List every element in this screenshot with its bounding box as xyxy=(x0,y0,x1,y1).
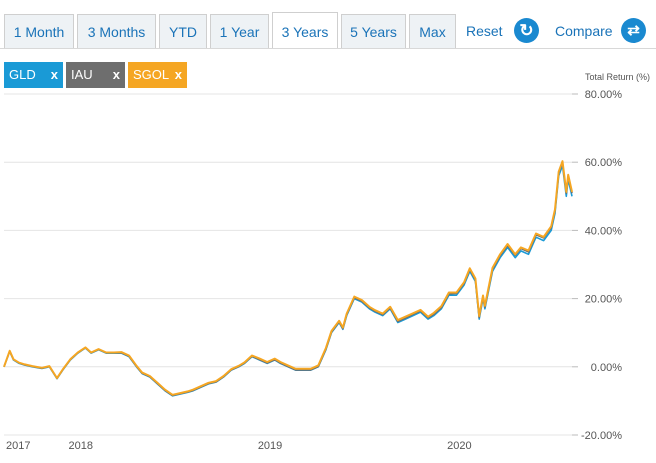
legend-chip-label: IAU xyxy=(71,67,93,82)
y-tick-label: 40.00% xyxy=(585,225,623,237)
legend-chip-gld: GLD x xyxy=(4,62,63,88)
remove-sgol-icon[interactable]: x xyxy=(174,67,182,82)
tab-max[interactable]: Max xyxy=(409,14,456,48)
tab-1-month[interactable]: 1 Month xyxy=(4,14,74,48)
legend-chip-iau: IAU x xyxy=(66,62,125,88)
y-tick-label: 80.00% xyxy=(585,89,623,101)
tab-ytd[interactable]: YTD xyxy=(159,14,207,48)
remove-iau-icon[interactable]: x xyxy=(112,67,120,82)
legend-chip-label: SGOL xyxy=(133,67,170,82)
x-tick-label: 2017 xyxy=(6,440,30,452)
x-tick-label: 2018 xyxy=(68,440,92,452)
tab-3-months[interactable]: 3 Months xyxy=(77,14,156,48)
tab-1-year[interactable]: 1 Year xyxy=(210,14,269,48)
y-tick-label: -20.00% xyxy=(581,430,622,442)
remove-gld-icon[interactable]: x xyxy=(50,67,58,82)
x-tick-label: 2019 xyxy=(258,440,282,452)
y-tick-label: 60.00% xyxy=(585,157,623,169)
x-tick-label: 2020 xyxy=(447,440,471,452)
tabs-underline xyxy=(0,48,656,49)
y-tick-label: 0.00% xyxy=(591,362,622,374)
series-line-gld xyxy=(3,164,573,397)
refresh-icon[interactable]: ↻ xyxy=(514,18,539,43)
reset-button[interactable]: Reset xyxy=(466,23,503,39)
tab-5-years[interactable]: 5 Years xyxy=(341,14,406,48)
series-line-sgol xyxy=(3,160,573,396)
legend-chip-sgol: SGOL x xyxy=(128,62,187,88)
y-axis-title: Total Return (%) xyxy=(585,72,650,82)
legend-chip-label: GLD xyxy=(9,67,36,82)
swap-arrows-icon[interactable]: ⇄ xyxy=(621,18,646,43)
y-tick-label: 20.00% xyxy=(585,294,623,306)
compare-button[interactable]: Compare xyxy=(555,23,613,39)
tab-3-years[interactable]: 3 Years xyxy=(272,12,338,48)
series-line-iau xyxy=(3,161,573,397)
